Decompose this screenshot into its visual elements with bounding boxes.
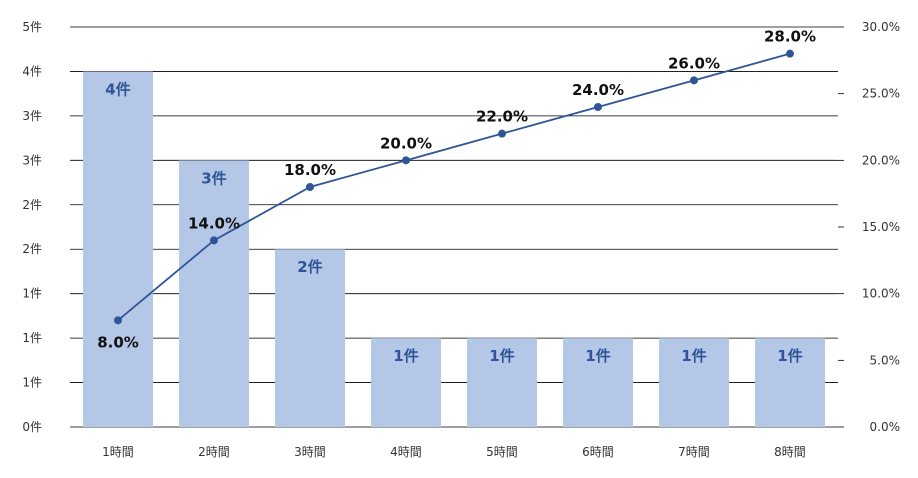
- left-tick-label: 1件: [22, 376, 42, 390]
- x-tick-label: 6時間: [582, 445, 614, 459]
- line-point: [402, 156, 410, 165]
- right-tick-label: 20.0%: [862, 153, 900, 167]
- line-data-label: 18.0%: [284, 161, 336, 179]
- line-data-label: 28.0%: [764, 28, 816, 46]
- bar-data-label: 1件: [489, 347, 514, 365]
- line-point: [306, 183, 314, 191]
- line-point: [114, 316, 122, 325]
- left-tick-label: 1件: [22, 331, 42, 345]
- bar-data-label: 1件: [585, 347, 610, 365]
- line-data-label: 24.0%: [572, 81, 624, 99]
- line-point: [786, 49, 794, 58]
- left-tick-label: 5件: [22, 20, 42, 34]
- line-series: [114, 49, 794, 325]
- x-tick-label: 8時間: [774, 445, 806, 459]
- right-tick-label: 15.0%: [862, 220, 900, 234]
- right-tick-label: 25.0%: [862, 87, 900, 101]
- right-tick-label: 5.0%: [870, 353, 901, 367]
- bar-data-label: 4件: [105, 80, 130, 98]
- bar-data-label: 2件: [297, 258, 322, 276]
- line-point: [498, 129, 506, 138]
- right-tick-label: 10.0%: [862, 287, 900, 301]
- bar-data-label: 1件: [393, 347, 418, 365]
- left-tick-label: 3件: [22, 153, 42, 167]
- x-tick-label: 2時間: [198, 445, 230, 459]
- line-path: [117, 52, 791, 322]
- line-data-label: 8.0%: [97, 333, 139, 351]
- right-tick-label: 30.0%: [862, 20, 900, 34]
- x-tick-label: 1時間: [102, 445, 134, 459]
- left-axis: 0件 1件 1件 1件 2件 2件 3件 3件 4件 5件: [22, 20, 42, 434]
- bar: [275, 249, 345, 427]
- left-tick-label: 0件: [22, 420, 42, 434]
- x-tick-label: 4時間: [390, 445, 422, 459]
- data-labels: 4件 3件 2件 1件 1件 1件 1件 1件 8.0% 14.0% 18.0% 20.0% 22.0%…: [97, 28, 816, 365]
- x-axis: 1時間 2時間 3時間 4時間 5時間 6時間 7時間 8時間: [102, 445, 806, 459]
- bar: [467, 338, 537, 427]
- bar: [83, 71, 153, 427]
- left-tick-label: 2件: [22, 242, 42, 256]
- line-data-label: 26.0%: [668, 54, 720, 72]
- bar: [371, 338, 441, 427]
- bar: [563, 338, 633, 427]
- right-tick-label: 0.0%: [870, 420, 901, 434]
- line-point: [210, 236, 218, 245]
- left-tick-label: 1件: [22, 287, 42, 301]
- x-tick-label: 7時間: [678, 445, 710, 459]
- line-data-label: 22.0%: [476, 108, 528, 126]
- bar-data-label: 3件: [201, 169, 226, 187]
- line-point: [690, 76, 698, 85]
- bar: [755, 338, 825, 427]
- line-point: [594, 103, 602, 111]
- bar: [179, 160, 249, 428]
- line-data-label: 20.0%: [380, 134, 432, 152]
- x-tick-label: 3時間: [294, 445, 326, 459]
- left-tick-label: 3件: [22, 109, 42, 123]
- left-tick-label: 2件: [22, 198, 42, 212]
- bar-data-label: 1件: [681, 347, 706, 365]
- left-tick-label: 4件: [22, 64, 42, 78]
- right-axis: 0.0% 5.0% 10.0% 15.0% 20.0% 25.0% 30.0%: [838, 20, 900, 434]
- bar-series: [83, 71, 825, 428]
- x-tick-label: 5時間: [486, 445, 518, 459]
- line-data-label: 14.0%: [188, 214, 240, 232]
- bar: [659, 338, 729, 427]
- bar-data-label: 1件: [777, 347, 802, 365]
